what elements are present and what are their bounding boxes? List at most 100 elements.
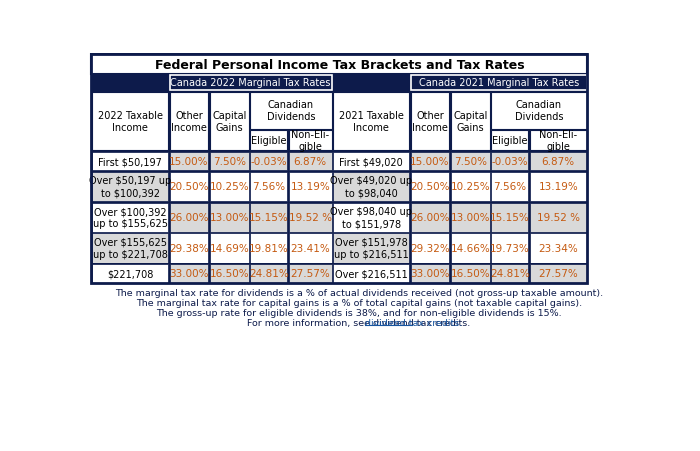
Text: 20.50%: 20.50% bbox=[410, 182, 450, 192]
Text: 24.81%: 24.81% bbox=[249, 269, 288, 279]
Bar bbox=[491, 152, 528, 171]
Bar bbox=[210, 172, 248, 202]
Bar bbox=[411, 92, 449, 151]
Text: 15.00%: 15.00% bbox=[169, 156, 209, 167]
Text: 13.19%: 13.19% bbox=[538, 182, 578, 192]
Text: Over $98,040 up
to $151,978: Over $98,040 up to $151,978 bbox=[330, 207, 412, 229]
Text: Capital
Gains: Capital Gains bbox=[453, 110, 487, 133]
Text: Over $100,392
up to $155,625: Over $100,392 up to $155,625 bbox=[92, 207, 167, 229]
Text: 10.25%: 10.25% bbox=[451, 182, 490, 192]
Text: 19.52 %: 19.52 % bbox=[289, 213, 332, 223]
Text: 20.50%: 20.50% bbox=[169, 182, 209, 192]
Bar bbox=[92, 203, 168, 232]
Bar bbox=[411, 265, 449, 283]
Text: Canadian
Dividends: Canadian Dividends bbox=[267, 100, 315, 122]
Text: First $50,197: First $50,197 bbox=[98, 156, 162, 167]
Bar bbox=[491, 265, 528, 283]
Bar bbox=[289, 234, 332, 263]
Text: 16.50%: 16.50% bbox=[209, 269, 249, 279]
Text: 23.41%: 23.41% bbox=[290, 244, 330, 253]
Bar bbox=[169, 76, 332, 91]
Bar bbox=[530, 131, 587, 151]
Bar bbox=[451, 203, 490, 232]
Bar bbox=[491, 92, 587, 129]
Bar bbox=[411, 152, 449, 171]
Text: 26.00%: 26.00% bbox=[169, 213, 209, 223]
Bar bbox=[530, 234, 587, 263]
Text: $221,708: $221,708 bbox=[107, 269, 153, 279]
Bar bbox=[169, 92, 209, 151]
Text: Over $155,625
up to $221,708: Over $155,625 up to $221,708 bbox=[92, 237, 167, 260]
Bar bbox=[92, 152, 587, 172]
Text: 19.73%: 19.73% bbox=[490, 244, 530, 253]
Text: 6.87%: 6.87% bbox=[294, 156, 327, 167]
Text: Canada 2022 Marginal Tax Rates: Canada 2022 Marginal Tax Rates bbox=[171, 78, 331, 88]
Text: -0.03%: -0.03% bbox=[491, 156, 528, 167]
Bar bbox=[92, 264, 587, 284]
Bar bbox=[92, 152, 168, 171]
Text: 29.38%: 29.38% bbox=[169, 244, 209, 253]
Bar bbox=[251, 172, 288, 202]
Bar bbox=[491, 234, 528, 263]
Bar bbox=[530, 203, 587, 232]
Text: 15.00%: 15.00% bbox=[410, 156, 450, 167]
Text: Other
Income: Other Income bbox=[412, 110, 448, 133]
Text: Over $216,511: Over $216,511 bbox=[335, 269, 407, 279]
Text: Over $151,978
up to $216,511: Over $151,978 up to $216,511 bbox=[334, 237, 409, 260]
Bar bbox=[530, 172, 587, 202]
Text: Non-Eli-
gible: Non-Eli- gible bbox=[539, 130, 578, 152]
Bar bbox=[251, 92, 332, 129]
Bar bbox=[92, 233, 587, 264]
Text: 6.87%: 6.87% bbox=[542, 156, 575, 167]
Text: 33.00%: 33.00% bbox=[410, 269, 450, 279]
Bar bbox=[491, 172, 528, 202]
Text: Federal Personal Income Tax Brackets and Tax Rates: Federal Personal Income Tax Brackets and… bbox=[155, 58, 524, 71]
Bar bbox=[289, 203, 332, 232]
Text: Eligible: Eligible bbox=[251, 136, 286, 146]
Bar bbox=[289, 172, 332, 202]
Text: Over $49,020 up
to $98,040: Over $49,020 up to $98,040 bbox=[330, 176, 412, 198]
Bar bbox=[451, 152, 490, 171]
Bar bbox=[92, 202, 587, 233]
Text: dividend tax credits.: dividend tax credits. bbox=[365, 318, 462, 327]
Text: 7.50%: 7.50% bbox=[213, 156, 246, 167]
Bar bbox=[92, 55, 587, 75]
Bar bbox=[92, 55, 587, 284]
Bar bbox=[491, 131, 528, 151]
Bar bbox=[251, 203, 288, 232]
Bar bbox=[210, 152, 248, 171]
Bar bbox=[210, 92, 248, 151]
Text: 10.25%: 10.25% bbox=[209, 182, 249, 192]
Text: Other
Income: Other Income bbox=[171, 110, 207, 133]
Bar bbox=[210, 203, 248, 232]
Text: 19.52 %: 19.52 % bbox=[537, 213, 580, 223]
Bar bbox=[251, 131, 288, 151]
Text: Canadian
Dividends: Canadian Dividends bbox=[514, 100, 564, 122]
Text: For more information, see dividend tax credits.: For more information, see dividend tax c… bbox=[247, 318, 470, 327]
Text: 7.50%: 7.50% bbox=[454, 156, 487, 167]
Text: 29.32%: 29.32% bbox=[410, 244, 450, 253]
Bar bbox=[251, 234, 288, 263]
Bar bbox=[92, 234, 168, 263]
Text: 19.81%: 19.81% bbox=[249, 244, 288, 253]
Bar bbox=[333, 265, 409, 283]
Text: 7.56%: 7.56% bbox=[494, 182, 526, 192]
Bar bbox=[451, 172, 490, 202]
Text: 13.00%: 13.00% bbox=[451, 213, 490, 223]
Bar bbox=[530, 152, 587, 171]
Text: 33.00%: 33.00% bbox=[169, 269, 209, 279]
Text: 26.00%: 26.00% bbox=[410, 213, 450, 223]
Bar bbox=[289, 265, 332, 283]
Text: Non-Eli-
gible: Non-Eli- gible bbox=[291, 130, 330, 152]
Bar bbox=[210, 234, 248, 263]
Bar bbox=[491, 203, 528, 232]
Text: First $49,020: First $49,020 bbox=[340, 156, 403, 167]
Bar bbox=[92, 92, 168, 151]
Text: 23.34%: 23.34% bbox=[538, 244, 578, 253]
Bar bbox=[451, 92, 490, 151]
Text: Capital
Gains: Capital Gains bbox=[212, 110, 246, 133]
Text: 24.81%: 24.81% bbox=[490, 269, 530, 279]
Bar bbox=[92, 172, 168, 202]
Text: Eligible: Eligible bbox=[492, 136, 528, 146]
Bar bbox=[411, 172, 449, 202]
